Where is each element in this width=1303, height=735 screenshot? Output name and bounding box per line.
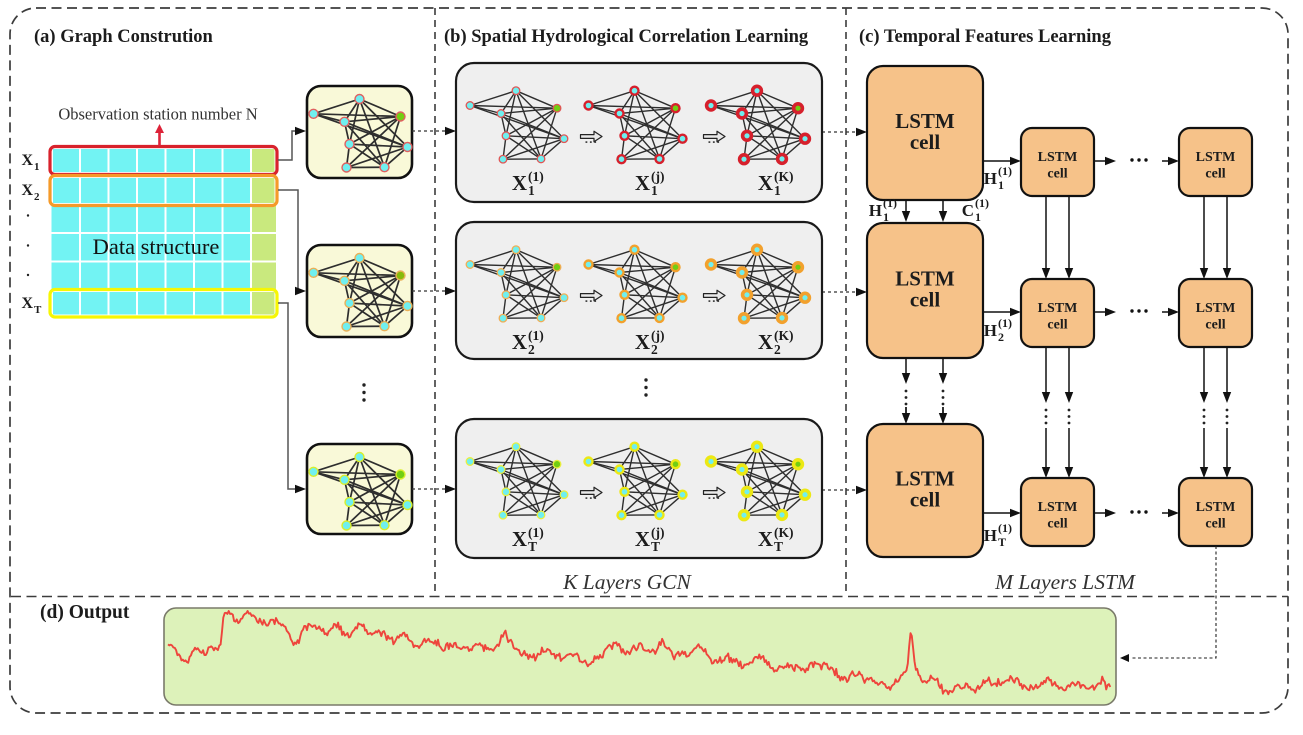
svg-text:(c) Temporal Features Learning: (c) Temporal Features Learning bbox=[859, 27, 1112, 47]
svg-text:(1): (1) bbox=[528, 525, 544, 540]
svg-text:(j): (j) bbox=[651, 328, 665, 343]
svg-text:LSTM: LSTM bbox=[1038, 500, 1078, 515]
svg-text:K Layers GCN: K Layers GCN bbox=[562, 570, 692, 594]
svg-text:1: 1 bbox=[651, 183, 658, 198]
svg-text:H: H bbox=[984, 321, 997, 340]
svg-text:X: X bbox=[21, 152, 33, 169]
svg-text:M Layers LSTM: M Layers LSTM bbox=[994, 570, 1136, 594]
svg-text:X: X bbox=[512, 527, 527, 551]
svg-text:1: 1 bbox=[975, 210, 981, 224]
svg-text:(a) Graph Constrution: (a) Graph Constrution bbox=[34, 27, 214, 47]
svg-text:T: T bbox=[774, 539, 783, 554]
svg-text:LSTM: LSTM bbox=[1196, 500, 1236, 515]
svg-text:H: H bbox=[869, 201, 882, 220]
svg-text:cell: cell bbox=[1205, 517, 1225, 532]
svg-text:cell: cell bbox=[1047, 517, 1067, 532]
svg-text:X: X bbox=[21, 182, 33, 199]
svg-text:cell: cell bbox=[910, 288, 940, 312]
svg-text:(1): (1) bbox=[975, 196, 989, 210]
svg-text:1: 1 bbox=[528, 183, 535, 198]
svg-text:1: 1 bbox=[774, 183, 781, 198]
svg-text:(K): (K) bbox=[774, 525, 794, 540]
svg-text:LSTM: LSTM bbox=[1038, 150, 1078, 165]
svg-text:Observation station number N: Observation station number N bbox=[58, 105, 257, 124]
svg-text:(K): (K) bbox=[774, 169, 794, 184]
svg-text:1: 1 bbox=[883, 210, 889, 224]
svg-text:LSTM: LSTM bbox=[1196, 150, 1236, 165]
svg-text:(1): (1) bbox=[998, 316, 1012, 330]
svg-text:cell: cell bbox=[1205, 318, 1225, 333]
svg-text:T: T bbox=[651, 539, 660, 554]
svg-text:H: H bbox=[984, 169, 997, 188]
svg-text:(j): (j) bbox=[651, 525, 665, 540]
svg-text:(j): (j) bbox=[651, 169, 665, 184]
svg-text:(1): (1) bbox=[528, 169, 544, 184]
svg-text:1: 1 bbox=[998, 178, 1004, 192]
svg-text:cell: cell bbox=[910, 130, 940, 154]
svg-text:(1): (1) bbox=[528, 328, 544, 343]
svg-text:(d) Output: (d) Output bbox=[40, 602, 130, 623]
svg-text:cell: cell bbox=[1205, 167, 1225, 182]
svg-text:X: X bbox=[21, 295, 33, 312]
svg-text:(1): (1) bbox=[998, 164, 1012, 178]
svg-text:X: X bbox=[512, 330, 527, 354]
svg-text:cell: cell bbox=[1047, 318, 1067, 333]
svg-text:(K): (K) bbox=[774, 328, 794, 343]
svg-text:(1): (1) bbox=[883, 196, 897, 210]
svg-text:T: T bbox=[998, 535, 1006, 549]
svg-text:LSTM: LSTM bbox=[1038, 301, 1078, 316]
svg-text:C: C bbox=[962, 201, 974, 220]
svg-text:X: X bbox=[635, 527, 650, 551]
svg-text:1: 1 bbox=[34, 161, 40, 173]
svg-text:LSTM: LSTM bbox=[1196, 301, 1236, 316]
svg-text:T: T bbox=[528, 539, 537, 554]
svg-text:T: T bbox=[34, 304, 42, 316]
svg-text:2: 2 bbox=[998, 330, 1004, 344]
svg-text:cell: cell bbox=[910, 488, 940, 512]
svg-text:X: X bbox=[635, 330, 650, 354]
svg-text:X: X bbox=[635, 171, 650, 195]
svg-text:X: X bbox=[758, 171, 773, 195]
svg-text:(b) Spatial Hydrological Corre: (b) Spatial Hydrological Correlation Lea… bbox=[444, 27, 809, 47]
svg-text:(1): (1) bbox=[998, 521, 1012, 535]
svg-text:X: X bbox=[758, 330, 773, 354]
svg-text:2: 2 bbox=[528, 342, 535, 357]
svg-text:2: 2 bbox=[651, 342, 658, 357]
svg-text:H: H bbox=[984, 526, 997, 545]
svg-text:X: X bbox=[758, 527, 773, 551]
svg-text:Data structure: Data structure bbox=[93, 234, 220, 259]
svg-text:2: 2 bbox=[34, 191, 40, 203]
svg-text:cell: cell bbox=[1047, 167, 1067, 182]
svg-text:X: X bbox=[512, 171, 527, 195]
svg-text:2: 2 bbox=[774, 342, 781, 357]
